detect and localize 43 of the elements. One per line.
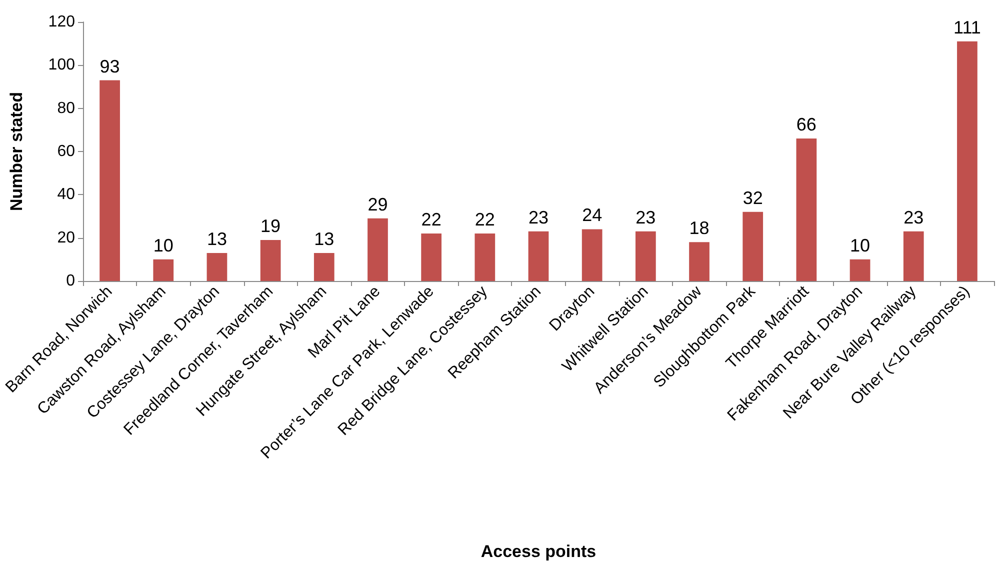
data-label: 10 [153,235,174,256]
bar [260,240,281,281]
x-axis-title: Access points [480,542,596,561]
y-tick-label: 20 [57,229,76,246]
y-axis-title: Number stated [7,92,26,212]
data-label: 66 [796,114,816,135]
data-label: 23 [636,207,656,228]
bar [903,231,924,281]
data-label: 32 [742,188,763,208]
y-tick-label: 60 [57,143,76,160]
data-label: 93 [100,56,120,76]
data-label: 22 [474,210,495,230]
data-label: 23 [528,207,549,228]
data-label: 24 [582,205,602,226]
data-label: 19 [260,216,281,236]
bar [368,218,388,281]
bar [957,41,978,281]
bar [742,212,764,281]
data-label: 23 [904,207,924,228]
data-label: 22 [421,210,442,230]
data-label: 18 [689,218,710,238]
y-tick-label: 80 [57,100,76,117]
bar [528,231,549,281]
bar [582,229,602,281]
data-label: 13 [206,228,227,249]
bar [796,138,817,281]
y-tick-label: 0 [66,272,76,290]
bar [153,259,174,281]
y-tick-label: 40 [57,186,76,204]
data-label: 29 [368,194,388,214]
bar [635,231,656,281]
y-tick-label: 100 [48,56,76,74]
bar [474,234,496,281]
bar [100,80,120,281]
bar [850,259,870,281]
bar [689,242,710,281]
bar [421,234,442,281]
bar [314,252,334,281]
bar [206,252,228,281]
data-label: 13 [314,228,334,249]
y-tick-label: 120 [48,14,76,30]
data-label: 10 [850,235,870,256]
data-label: 111 [954,17,981,38]
